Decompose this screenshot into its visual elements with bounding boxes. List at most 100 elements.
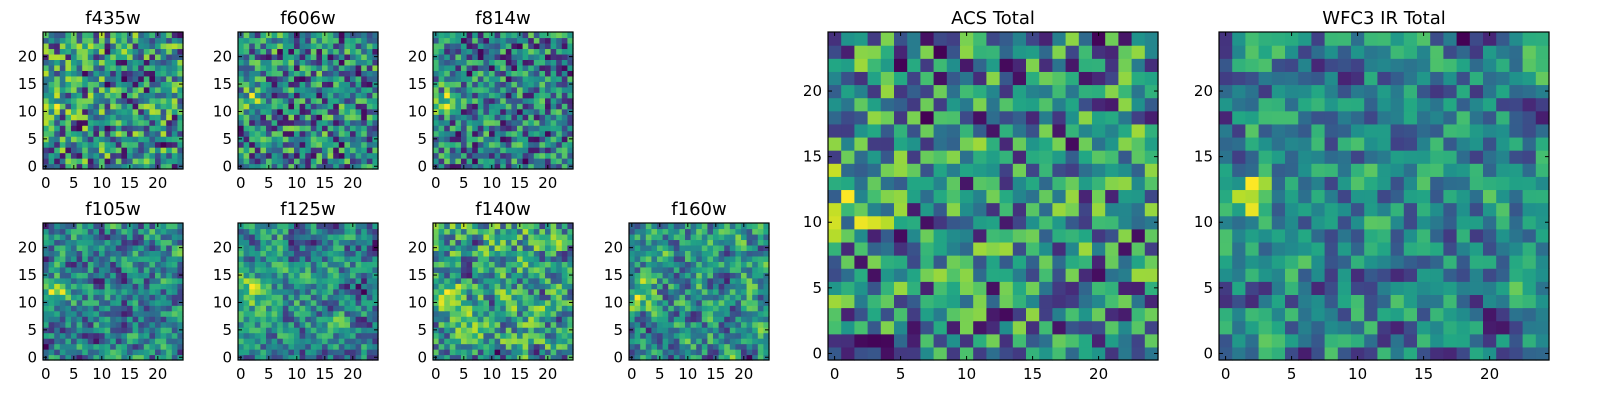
heatmap-cell (87, 92, 94, 99)
heatmap-cell (505, 53, 512, 60)
heatmap-cell (361, 223, 368, 230)
heatmap-cell (517, 64, 524, 71)
heatmap-cell (121, 163, 128, 170)
heatmap-cell (177, 158, 184, 165)
heatmap-cell (894, 333, 908, 348)
heatmap-cell (288, 321, 295, 328)
heatmap-cell (138, 261, 145, 268)
heatmap-cell (87, 288, 94, 295)
heatmap-cell (338, 136, 345, 143)
heatmap-cell (505, 81, 512, 88)
heatmap-cell (155, 42, 162, 50)
heatmap-cell (517, 250, 524, 257)
heatmap-cell (177, 42, 184, 50)
heatmap-cell (48, 119, 55, 126)
heatmap-cell (104, 327, 111, 334)
heatmap-cell (288, 125, 295, 132)
heatmap-cell (735, 294, 742, 301)
heatmap-cell (645, 305, 652, 312)
heatmap-cell (127, 244, 134, 251)
heatmap-cell (104, 261, 111, 268)
heatmap-cell (517, 92, 524, 99)
heatmap-cell (533, 81, 540, 88)
heatmap-cell (171, 53, 178, 60)
heatmap-cell (746, 321, 753, 328)
heatmap-cell (266, 266, 273, 273)
heatmap-cell (71, 152, 78, 159)
heatmap-cell (539, 81, 546, 88)
heatmap-cell (361, 316, 368, 323)
heatmap-cell (299, 294, 306, 301)
heatmap-cell (494, 316, 501, 323)
heatmap-cell (494, 119, 501, 126)
heatmap-cell (1065, 268, 1080, 282)
heatmap-cell (171, 81, 178, 88)
heatmap-cell (550, 283, 557, 290)
heatmap-cell (556, 305, 563, 312)
heatmap-cell (707, 294, 714, 301)
heatmap-cell (696, 239, 703, 246)
heatmap-cell (127, 228, 134, 235)
heatmap-cell (171, 92, 178, 99)
heatmap-cell (76, 338, 83, 345)
heatmap-cell (132, 59, 139, 66)
heatmap-cell (477, 255, 484, 262)
heatmap-cell (271, 136, 278, 143)
heatmap-cell (920, 346, 935, 361)
heatmap-cell (310, 310, 317, 317)
heatmap-cell (171, 48, 178, 55)
heatmap-cell (505, 261, 512, 268)
heatmap-cell (249, 305, 256, 312)
heatmap-cell (76, 86, 83, 93)
y-tick-label: 0 (27, 157, 37, 175)
heatmap-cell (99, 70, 106, 77)
heatmap-cell (322, 86, 329, 93)
heatmap-cell (322, 277, 329, 284)
heatmap-cell (522, 310, 529, 317)
heatmap-cell (960, 202, 974, 217)
heatmap-cell (880, 228, 895, 243)
heatmap-cell (243, 136, 250, 143)
heatmap-cell (249, 37, 256, 44)
heatmap-cell (54, 70, 61, 77)
heatmap-cell (466, 32, 473, 39)
heatmap-cell (76, 250, 83, 257)
heatmap-cell (294, 272, 301, 279)
heatmap-cell (741, 343, 748, 350)
heatmap-cell (867, 176, 882, 191)
heatmap-cell (54, 294, 61, 301)
heatmap-cell (472, 223, 479, 230)
heatmap-cell (483, 310, 490, 317)
heatmap-cell (500, 136, 507, 143)
heatmap-cell (344, 255, 351, 262)
heatmap-cell (355, 338, 362, 345)
heatmap-cell (254, 272, 261, 279)
heatmap-cell (651, 349, 658, 356)
heatmap-cell (1039, 228, 1053, 243)
heatmap-cell (735, 283, 742, 290)
heatmap-cell (477, 81, 484, 88)
heatmap-cell (372, 48, 379, 55)
heatmap-cell (757, 233, 764, 241)
heatmap-cell (366, 119, 373, 126)
heatmap-cell (132, 158, 139, 165)
heatmap-cell (1052, 268, 1067, 282)
heatmap-cell (472, 239, 479, 246)
heatmap-cell (444, 37, 451, 44)
heatmap-cell (166, 233, 173, 241)
heatmap-cell (65, 42, 72, 50)
heatmap-cell (132, 305, 139, 312)
heatmap-cell (973, 176, 987, 191)
heatmap-cell (522, 70, 529, 77)
heatmap-cell (763, 250, 770, 257)
heatmap-cell (561, 97, 568, 104)
heatmap-cell (171, 130, 178, 137)
heatmap-cell (99, 141, 106, 148)
heatmap-cells (433, 32, 574, 170)
heatmap-cell (104, 59, 111, 66)
heatmap-cell (361, 310, 368, 317)
heatmap-cell (316, 103, 323, 110)
heatmap-cell (54, 299, 61, 306)
heatmap-cell (477, 92, 484, 99)
